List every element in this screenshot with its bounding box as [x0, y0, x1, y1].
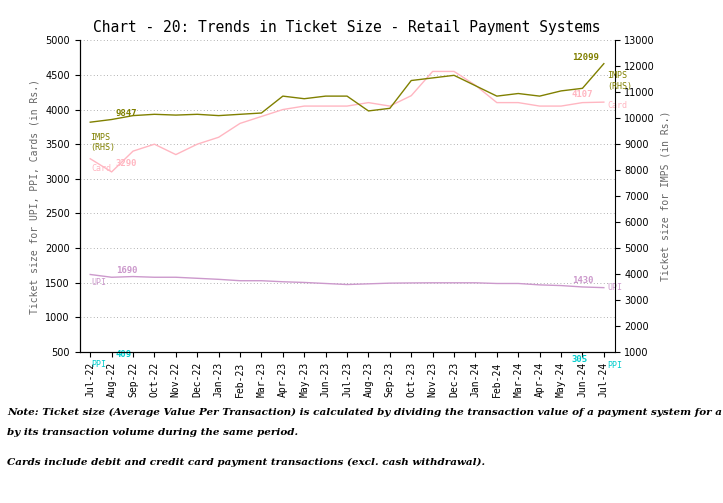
- Text: PPI: PPI: [91, 361, 106, 370]
- Text: by its transaction volume during the same period.: by its transaction volume during the sam…: [7, 428, 299, 437]
- Text: 4107: 4107: [572, 90, 594, 99]
- Title: Chart - 20: Trends in Ticket Size - Retail Payment Systems: Chart - 20: Trends in Ticket Size - Reta…: [93, 20, 601, 35]
- Text: PPI: PPI: [607, 361, 622, 370]
- Text: UPI: UPI: [607, 283, 622, 292]
- Text: 305: 305: [572, 355, 588, 364]
- Y-axis label: Ticket size for UPI, PPI, Cards (in Rs.): Ticket size for UPI, PPI, Cards (in Rs.): [30, 78, 40, 314]
- Text: 9847: 9847: [116, 109, 137, 118]
- Text: 3290: 3290: [116, 159, 137, 169]
- Text: IMPS
(RHS): IMPS (RHS): [607, 71, 632, 91]
- Text: 12099: 12099: [572, 53, 599, 62]
- Text: Card: Card: [607, 101, 627, 110]
- Text: Note: Ticket size (Average Value Per Transaction) is calculated by dividing the : Note: Ticket size (Average Value Per Tra…: [7, 408, 723, 417]
- Text: 409: 409: [116, 350, 132, 359]
- Text: UPI: UPI: [91, 278, 106, 287]
- Text: Card: Card: [91, 164, 111, 174]
- Text: IMPS
(RHS): IMPS (RHS): [90, 133, 115, 152]
- Text: 1690: 1690: [116, 266, 137, 275]
- Text: 1430: 1430: [572, 277, 594, 286]
- Y-axis label: Ticket size for IMPS (in Rs.): Ticket size for IMPS (in Rs.): [661, 111, 670, 281]
- Text: Cards include debit and credit card payment transactions (excl. cash withdrawal): Cards include debit and credit card paym…: [7, 458, 485, 467]
